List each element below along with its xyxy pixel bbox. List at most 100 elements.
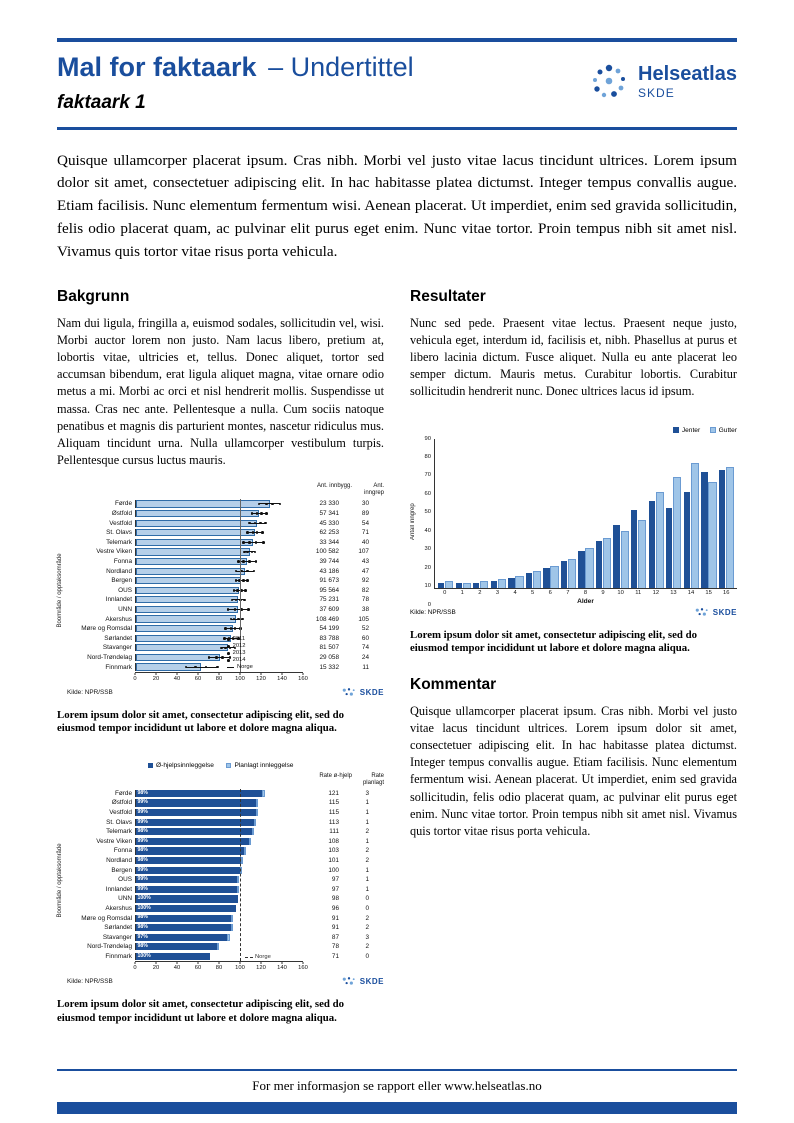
ohjelp-swatch-icon <box>147 762 154 769</box>
percent-label: 98% <box>137 924 148 931</box>
region-label: Stavanger <box>102 644 132 652</box>
page-title: Mal for faktaark – Undertittel <box>57 52 414 83</box>
age-group <box>560 439 577 588</box>
skde-wordmark: SKDE <box>359 687 384 697</box>
year-range-whisker <box>247 532 263 534</box>
x-tick-label: 80 <box>215 965 223 972</box>
year-dot <box>248 560 252 563</box>
fig2-norge-reference-line <box>240 788 241 962</box>
year-dot <box>258 521 262 525</box>
bar-track <box>135 538 303 546</box>
inngrep-value: 47 <box>361 567 369 575</box>
year-dot <box>221 656 224 659</box>
chart2-row: Bergen 99% 100 1 <box>67 865 384 875</box>
brand-subname: SKDE <box>638 86 675 100</box>
year-dot <box>184 665 188 669</box>
bakgrunn-paragraph: Nam dui ligula, fringilla a, euismod sod… <box>57 315 384 468</box>
region-label: Nord-Trøndelag <box>87 943 132 951</box>
inngrep-value: 92 <box>361 577 369 585</box>
x-tick-mark <box>218 962 220 965</box>
innbygg-value: 15 332 <box>319 663 339 671</box>
x-tick-label: 80 <box>215 675 223 682</box>
innbygg-value: 39 744 <box>319 558 339 565</box>
year-dot <box>246 531 249 535</box>
gutter-bar <box>585 547 594 588</box>
year-range-whisker <box>186 666 218 668</box>
rate-planlagt-value: 2 <box>365 914 369 922</box>
fig1-column-headers: Ant. innbygg. Ant. inngrep <box>67 483 384 497</box>
rate-planlagt-value: 1 <box>365 885 369 893</box>
year-dot <box>240 588 243 592</box>
y-tick-label: 40 <box>424 527 431 534</box>
bar-track: 98% <box>135 847 303 855</box>
chart2-row: Vestfold 99% 115 1 <box>67 808 384 818</box>
heading-resultater: Resultater <box>410 287 486 305</box>
legend-item: Jenter <box>673 427 700 434</box>
fig2-y-axis-label: Boområde / opptaksområde <box>57 843 63 918</box>
region-label: Finnmark <box>105 952 132 960</box>
jenter-bar <box>578 551 585 588</box>
chart1-row: Østfold 57 341 89 <box>67 509 384 519</box>
dot-symbol-icon <box>227 645 230 648</box>
age-tick-label: 11 <box>635 589 642 596</box>
inngrep-value: 71 <box>361 529 369 537</box>
region-label: Innlandet <box>105 596 132 604</box>
ohjelp-bar: 99% <box>136 866 241 874</box>
chart2-row: Finnmark 100% 71 0 <box>67 952 384 962</box>
gutter-bar <box>690 463 700 588</box>
chart1-row: Førde 23 330 30 <box>67 499 384 509</box>
resultater-paragraph: Nunc sed pede. Praesent vitae lectus. Pr… <box>410 315 737 399</box>
gutter-bar <box>725 466 735 588</box>
age-tick-label: 16 <box>722 589 730 596</box>
chart1-row: Vestre Viken 100 582 107 <box>67 547 384 557</box>
year-range-whisker <box>230 618 243 620</box>
jenter-bar <box>438 582 445 588</box>
chart1-row: Telemark 33 344 40 <box>67 538 384 548</box>
jenter-bar <box>683 491 690 588</box>
inngrep-value: 107 <box>358 548 369 556</box>
rate-ohjelp-value: 115 <box>328 799 339 807</box>
ohjelp-bar: 100% <box>136 895 239 903</box>
legend-item: 2011 <box>227 636 253 643</box>
ohjelp-bar: 98% <box>136 856 242 865</box>
inngrep-value: 60 <box>361 634 369 642</box>
year-range-whisker <box>234 589 246 591</box>
region-label: Førde <box>114 500 132 508</box>
chart1-row: St. Olavs 62 253 71 <box>67 528 384 538</box>
year-range-whisker <box>221 647 236 649</box>
y-tick-label: 70 <box>424 472 431 479</box>
ohjelp-bar: 99% <box>136 818 254 826</box>
fig3-footer: Kilde: NPR/SSB SKDE <box>410 607 737 618</box>
bar-track <box>135 557 303 566</box>
age-tick-label: 3 <box>495 589 500 596</box>
year-dot <box>240 608 243 611</box>
region-label: Sørlandet <box>104 634 132 642</box>
rate-ohjelp-value: 91 <box>331 914 339 922</box>
year-dot <box>224 646 228 650</box>
age-tick-label: 13 <box>670 589 677 596</box>
age-tick-label: 2 <box>478 589 482 596</box>
year-dot <box>233 608 237 611</box>
bar-track: 99% <box>135 866 303 874</box>
footer-text: For mer informasjon se rapport eller www… <box>252 1078 542 1093</box>
fig1-caption: Lorem ipsum dolor sit amet, consectetur … <box>57 708 345 735</box>
planlagt-swatch-icon <box>225 762 232 769</box>
helseatlas-logo: Helseatlas SKDE <box>589 62 737 102</box>
rate-ohjelp-value: 97 <box>331 885 339 893</box>
fig3-x-axis-label: Alder <box>577 597 594 605</box>
innbygg-value: 33 344 <box>319 538 339 546</box>
x-tick-mark <box>197 962 199 965</box>
bar-track <box>135 596 303 604</box>
chart2-row: Fonna 98% 103 2 <box>67 846 384 856</box>
legend-item: Ø-hjelpsinnleggelse <box>147 762 214 769</box>
age-group <box>666 439 682 588</box>
chart1-row: Fonna 39 744 43 <box>67 557 384 567</box>
chart2-row: Nord-Trøndelag 98% 78 2 <box>67 942 384 952</box>
fig3-plot-area <box>434 438 737 589</box>
planlagt-bar <box>226 933 230 941</box>
fig1-skde-logo: SKDE <box>341 687 384 698</box>
innbygg-value: 100 582 <box>315 548 339 556</box>
rate-bar <box>136 605 239 614</box>
rate-planlagt-value: 2 <box>365 847 369 855</box>
